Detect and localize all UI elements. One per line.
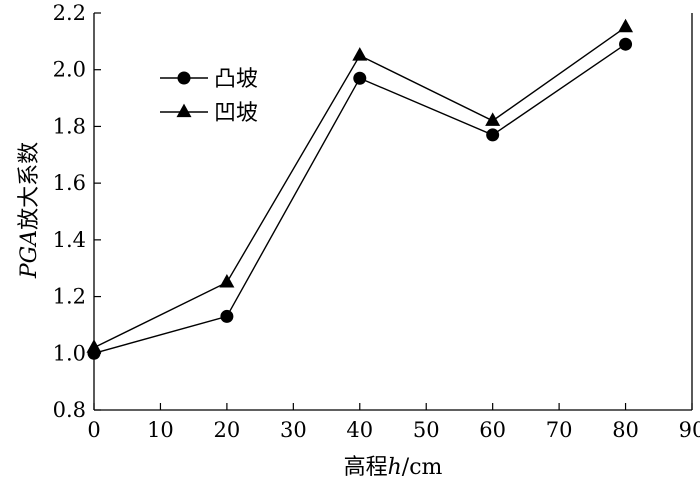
y-tick-label: 1.4: [53, 228, 86, 252]
y-tick-label: 1.8: [53, 114, 86, 138]
x-tick-label: 20: [214, 418, 241, 442]
legend-marker-circle: [177, 71, 191, 85]
x-axis-title: 高程h/cm: [344, 455, 443, 480]
y-tick-label: 2.2: [53, 1, 86, 25]
y-tick-label: 2.0: [53, 58, 86, 82]
legend-item-2: 凹坡: [160, 101, 258, 126]
y-tick-label: 1.0: [53, 341, 86, 365]
data-point-circle: [619, 37, 633, 51]
x-axis-title-var: h: [388, 455, 402, 480]
data-point-triangle: [618, 18, 634, 33]
x-tick-label: 0: [87, 418, 100, 442]
series-1-line: [93, 43, 626, 354]
x-tick-label: 30: [280, 418, 307, 442]
legend-item-1: 凸坡: [160, 67, 258, 92]
data-point-triangle: [219, 274, 235, 288]
y-axis-title: PGA放大系数: [17, 142, 42, 279]
x-tick-label: 50: [413, 418, 440, 442]
x-tick-label: 40: [346, 418, 373, 442]
data-point-triangle: [352, 47, 368, 61]
x-axis-title-prefix: 高程: [344, 455, 388, 480]
data-point-circle: [353, 71, 367, 85]
x-tick-label: 10: [147, 418, 174, 442]
x-tick-label: 80: [612, 418, 639, 442]
series-2: [86, 18, 634, 353]
y-tick-label: 1.6: [53, 171, 86, 195]
data-point-circle: [220, 309, 234, 323]
y-axis-title-text: 放大系数: [17, 142, 42, 230]
y-axis-title-var: PGA: [17, 230, 42, 279]
x-tick-label: 60: [479, 418, 506, 442]
data-point-triangle: [485, 112, 501, 126]
data-point-triangle: [86, 339, 102, 353]
legend-label: 凹坡: [214, 101, 258, 126]
x-tick-label: 90: [679, 418, 700, 442]
legend-label: 凸坡: [214, 67, 258, 92]
axes: 0 10 20 30 40 50 60 70 80 90 0.8 1.0 1.2 1.4 1.6 1.8 2.0…: [53, 1, 700, 442]
legend-marker-triangle: [176, 103, 192, 118]
y-tick-label: 0.8: [53, 398, 86, 422]
data-point-circle: [486, 128, 500, 142]
x-tick-label: 70: [546, 418, 573, 442]
series-layer: [86, 18, 634, 360]
x-axis-title-unit: /cm: [402, 455, 443, 480]
y-tick-label: 1.2: [53, 285, 86, 309]
